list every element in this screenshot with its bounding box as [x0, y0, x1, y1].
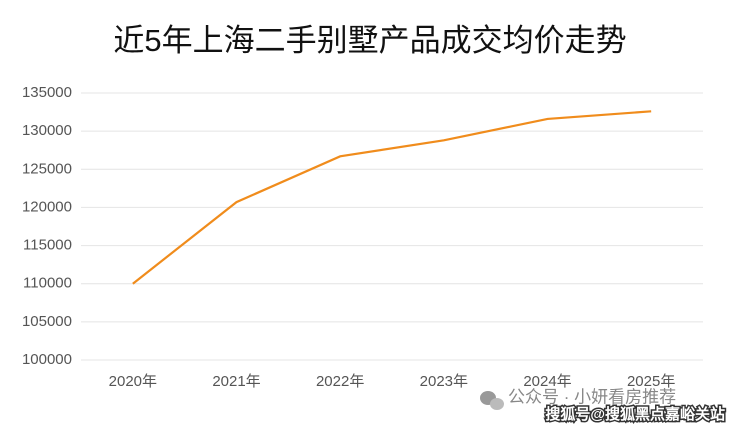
- wechat-icon: [480, 391, 504, 410]
- x-tick-label: 2021年: [212, 373, 260, 390]
- y-tick-label: 100000: [22, 351, 72, 368]
- y-tick-label: 135000: [22, 84, 72, 101]
- y-tick-label: 110000: [23, 275, 72, 292]
- y-tick-label: 125000: [22, 160, 72, 177]
- x-tick-label: 2024年: [523, 373, 571, 390]
- y-tick-label: 115000: [23, 237, 72, 254]
- x-tick-label: 2025年: [627, 373, 675, 390]
- chart-title: 近5年上海二手别墅产品成交均价走势: [113, 23, 626, 58]
- watermark: 公众号 · 小妍看房推荐: [508, 387, 676, 406]
- line: [132, 110, 652, 285]
- watermark: 搜狐号@搜狐黑点嘉峪关站: [545, 405, 725, 423]
- y-tick-label: 130000: [22, 122, 72, 139]
- x-tick-label: 2020年: [109, 373, 157, 390]
- x-tick-label: 2023年: [420, 373, 468, 390]
- y-tick-label: 120000: [22, 198, 72, 215]
- x-tick-label: 2022年: [316, 373, 364, 390]
- y-tick-label: 105000: [22, 313, 72, 330]
